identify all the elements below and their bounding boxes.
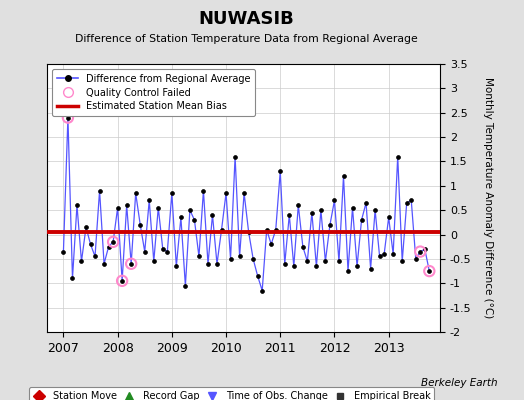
Text: Berkeley Earth: Berkeley Earth [421, 378, 498, 388]
Text: NUWASIB: NUWASIB [199, 10, 294, 28]
Point [109, 239, 117, 245]
Point [118, 278, 126, 284]
Legend: Station Move, Record Gap, Time of Obs. Change, Empirical Break: Station Move, Record Gap, Time of Obs. C… [29, 387, 434, 400]
Point [425, 268, 433, 274]
Text: Difference of Station Temperature Data from Regional Average: Difference of Station Temperature Data f… [75, 34, 418, 44]
Point [64, 114, 72, 121]
Point [416, 248, 424, 255]
Point [127, 260, 135, 267]
Y-axis label: Monthly Temperature Anomaly Difference (°C): Monthly Temperature Anomaly Difference (… [483, 77, 493, 319]
